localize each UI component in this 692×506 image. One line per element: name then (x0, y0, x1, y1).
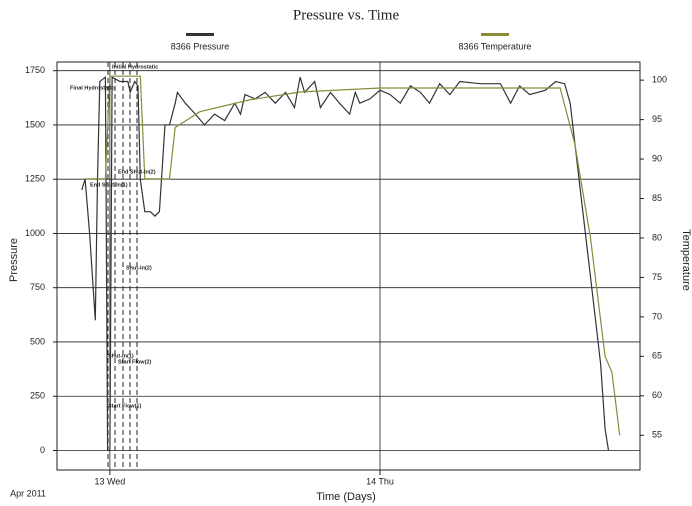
annotation: End Shut-In(2) (118, 169, 156, 175)
y-tick-label: 500 (30, 336, 45, 346)
y-tick-label: 1000 (25, 228, 45, 238)
annotation: Shut-In(1) (108, 353, 134, 359)
series-line (85, 75, 621, 436)
legend-swatch (481, 33, 509, 36)
y2-tick-label: 70 (652, 311, 662, 321)
y-tick-label: 750 (30, 282, 45, 292)
annotation: Start Flow(2) (118, 359, 151, 365)
annotation: End Shut-In(1) (90, 182, 128, 188)
y-tick-label: 0 (40, 445, 45, 455)
annotation: Start Flow(1) (108, 403, 141, 409)
y-tick-label: 1250 (25, 174, 45, 184)
annotation: Initial Hydrostatic (112, 64, 158, 70)
plot-frame (56, 61, 641, 471)
x-tick-label: 14 Thu (366, 476, 394, 486)
annotation: Final Hydrostatic (70, 85, 115, 91)
y2-tick-label: 95 (652, 114, 662, 124)
x-axis-title: Time (Days) (316, 491, 375, 503)
y2-tick-label: 85 (652, 193, 662, 203)
y-tick-label: 250 (30, 391, 45, 401)
annotation: Shut-In(2) (126, 265, 152, 271)
chart-title: Pressure vs. Time (293, 7, 400, 23)
legend-swatch (186, 33, 214, 36)
y2-tick-label: 60 (652, 390, 662, 400)
y-tick-label: 1750 (25, 65, 45, 75)
y2-axis-title: Temperature (680, 229, 692, 291)
y2-tick-label: 100 (652, 75, 667, 85)
x-tick-label: 13 Wed (94, 476, 125, 486)
y2-tick-label: 90 (652, 153, 662, 163)
series-line (81, 75, 610, 452)
y2-tick-label: 75 (652, 272, 662, 282)
y-tick-label: 1500 (25, 119, 45, 129)
legend-label: 8366 Temperature (459, 41, 532, 51)
legend-label: 8366 Pressure (171, 41, 230, 51)
y-axis-title: Pressure (8, 238, 20, 282)
y2-tick-label: 80 (652, 232, 662, 242)
y2-tick-label: 65 (652, 351, 662, 361)
date-label: Apr 2011 (10, 488, 46, 498)
y2-tick-label: 55 (652, 430, 662, 440)
